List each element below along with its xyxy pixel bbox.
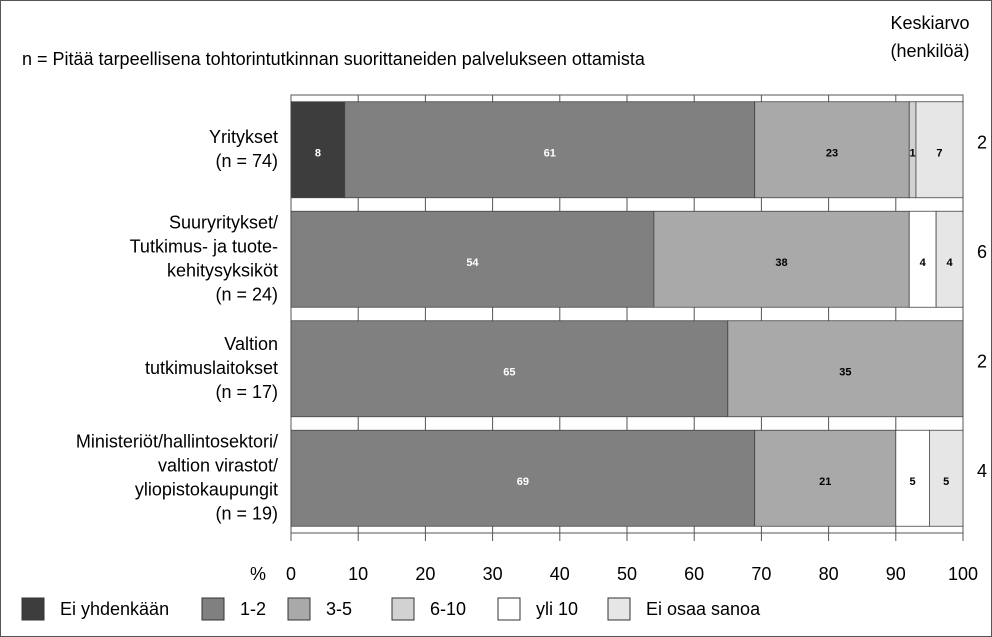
- x-tick-label: 80: [819, 564, 839, 584]
- x-tick-label: 60: [684, 564, 704, 584]
- category-label: Suuryritykset/Tutkimus- ja tuote-kehitys…: [130, 212, 278, 304]
- data-label: 69: [517, 476, 529, 488]
- x-tick-label: 20: [415, 564, 435, 584]
- mean-title: (henkilöä): [890, 41, 969, 61]
- data-label: 54: [466, 257, 479, 269]
- bar-segment: [290, 320, 729, 418]
- x-tick-label: 0: [286, 564, 296, 584]
- legend-label: 1-2: [240, 599, 266, 619]
- data-label: 7: [936, 148, 942, 160]
- bar-segment: [290, 210, 655, 308]
- legend-swatch: [201, 597, 225, 621]
- bar-segment: [290, 429, 756, 527]
- legend-swatch: [391, 597, 415, 621]
- mean-value: 4: [977, 461, 987, 481]
- legend-label: Ei osaa sanoa: [646, 599, 761, 619]
- data-label: 8: [315, 148, 321, 160]
- data-label: 61: [544, 148, 556, 160]
- legend-label: 3-5: [326, 599, 352, 619]
- category-label: Ministeriöt/hallintosektori/valtion vira…: [76, 431, 278, 523]
- x-tick-label: 70: [751, 564, 771, 584]
- category-label: Yritykset (n = 74): [209, 127, 278, 171]
- data-label: 23: [826, 148, 838, 160]
- x-tick-label: 30: [483, 564, 503, 584]
- bar-segment: [935, 210, 964, 308]
- data-label: 5: [943, 476, 949, 488]
- data-label: 1: [910, 148, 916, 160]
- bar-segment: [929, 429, 964, 527]
- x-tick-label: 40: [550, 564, 570, 584]
- bar-segment: [915, 101, 964, 199]
- data-label: 5: [910, 476, 916, 488]
- bar-segment: [653, 210, 910, 308]
- mean-value: 2: [977, 133, 987, 153]
- subtitle: n = Pitää tarpeellisena tohtorintutkinna…: [22, 49, 646, 69]
- data-label: 4: [946, 257, 953, 269]
- mean-value: 6: [977, 242, 987, 262]
- bar-segment: [754, 429, 897, 527]
- x-tick-label: 50: [617, 564, 637, 584]
- bar-segment: [344, 101, 756, 199]
- legend-swatch: [497, 597, 521, 621]
- legend-swatch: [21, 597, 45, 621]
- mean-value: 2: [977, 352, 987, 372]
- legend-label: 6-10: [430, 599, 466, 619]
- x-axis-label: %: [250, 564, 266, 584]
- mean-title: Keskiarvo: [890, 13, 969, 33]
- x-tick-label: 90: [886, 564, 906, 584]
- bar-segment: [908, 210, 937, 308]
- bar-segment: [290, 101, 346, 199]
- data-label: 35: [839, 367, 851, 379]
- legend-swatch: [607, 597, 631, 621]
- category-label: Valtion tutkimuslaitokset (n = 17): [145, 334, 278, 402]
- x-tick-label: 10: [348, 564, 368, 584]
- legend-label: yli 10: [536, 599, 578, 619]
- legend-label: Ei yhdenkään: [60, 599, 169, 619]
- data-label: 21: [819, 476, 831, 488]
- x-tick-label: 100: [948, 564, 978, 584]
- bar-segment: [754, 101, 910, 199]
- data-label: 65: [503, 367, 515, 379]
- legend-swatch: [287, 597, 311, 621]
- bar-segment: [727, 320, 964, 418]
- data-label: 38: [775, 257, 787, 269]
- data-label: 4: [920, 257, 927, 269]
